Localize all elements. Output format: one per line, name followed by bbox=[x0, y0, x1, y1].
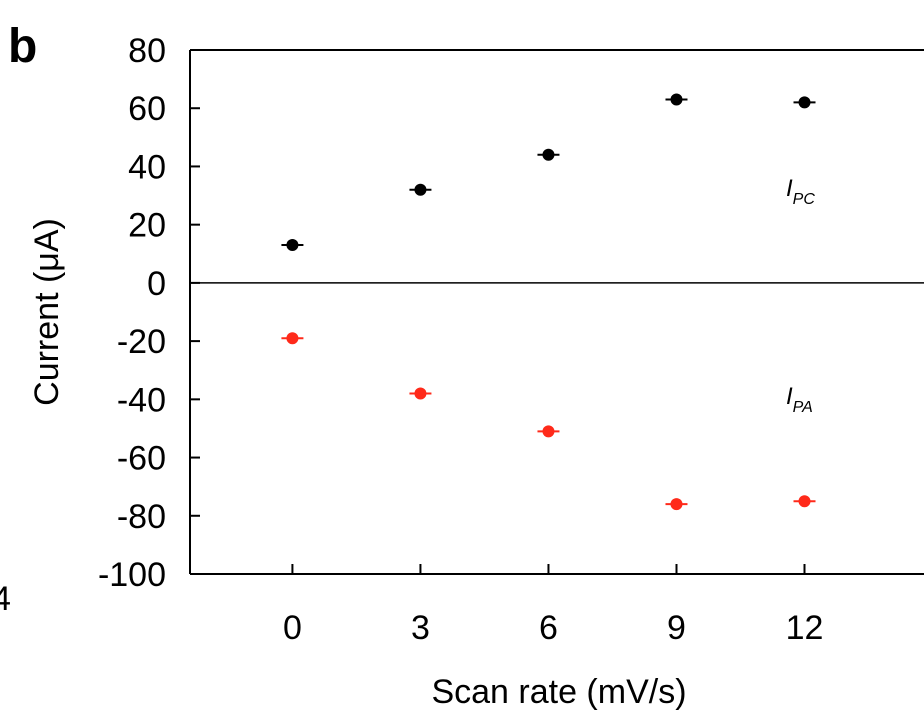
series-label-pc: IPC bbox=[786, 175, 815, 208]
x-tick-label: 12 bbox=[786, 609, 824, 647]
x-tick-label: 6 bbox=[539, 609, 558, 647]
y-axis-ticks: 80 60 40 20 0 -20 -40 -60 -80 -100 bbox=[98, 32, 200, 594]
y-tick-label: 0 bbox=[147, 265, 166, 303]
data-point bbox=[286, 332, 298, 344]
y-tick-label: 40 bbox=[128, 148, 166, 186]
data-points bbox=[281, 93, 815, 510]
y-axis-title: Current (μA) bbox=[28, 218, 66, 406]
x-tick-label: 3 bbox=[411, 609, 430, 647]
series-pa bbox=[281, 332, 815, 510]
data-point bbox=[799, 495, 811, 507]
y-tick-label: -20 bbox=[117, 323, 166, 361]
data-point bbox=[414, 388, 426, 400]
data-point bbox=[286, 239, 298, 251]
series-label-pa-sub: PA bbox=[793, 399, 813, 416]
panel-label: b bbox=[8, 20, 37, 73]
axes bbox=[190, 50, 924, 574]
y-tick-label: -80 bbox=[117, 498, 166, 536]
data-point bbox=[670, 498, 682, 510]
margin-text: 4 bbox=[0, 580, 11, 618]
data-point bbox=[542, 149, 554, 161]
x-axis-ticks: 0 3 6 9 12 bbox=[283, 564, 823, 647]
x-axis-title: Scan rate (mV/s) bbox=[431, 673, 686, 711]
series-label-pc-sub: PC bbox=[793, 191, 816, 208]
y-tick-label: -40 bbox=[117, 381, 166, 419]
x-tick-label: 9 bbox=[667, 609, 686, 647]
data-point bbox=[799, 96, 811, 108]
y-tick-label: 20 bbox=[128, 207, 166, 245]
series-pc bbox=[281, 93, 815, 251]
y-tick-label: 80 bbox=[128, 32, 166, 70]
data-point bbox=[414, 184, 426, 196]
x-tick-label: 0 bbox=[283, 609, 302, 647]
data-point bbox=[670, 93, 682, 105]
y-tick-label: -60 bbox=[117, 440, 166, 478]
y-tick-label: -100 bbox=[98, 556, 166, 594]
data-point bbox=[542, 425, 554, 437]
y-tick-label: 60 bbox=[128, 90, 166, 128]
series-label-pa: IPA bbox=[786, 383, 813, 416]
